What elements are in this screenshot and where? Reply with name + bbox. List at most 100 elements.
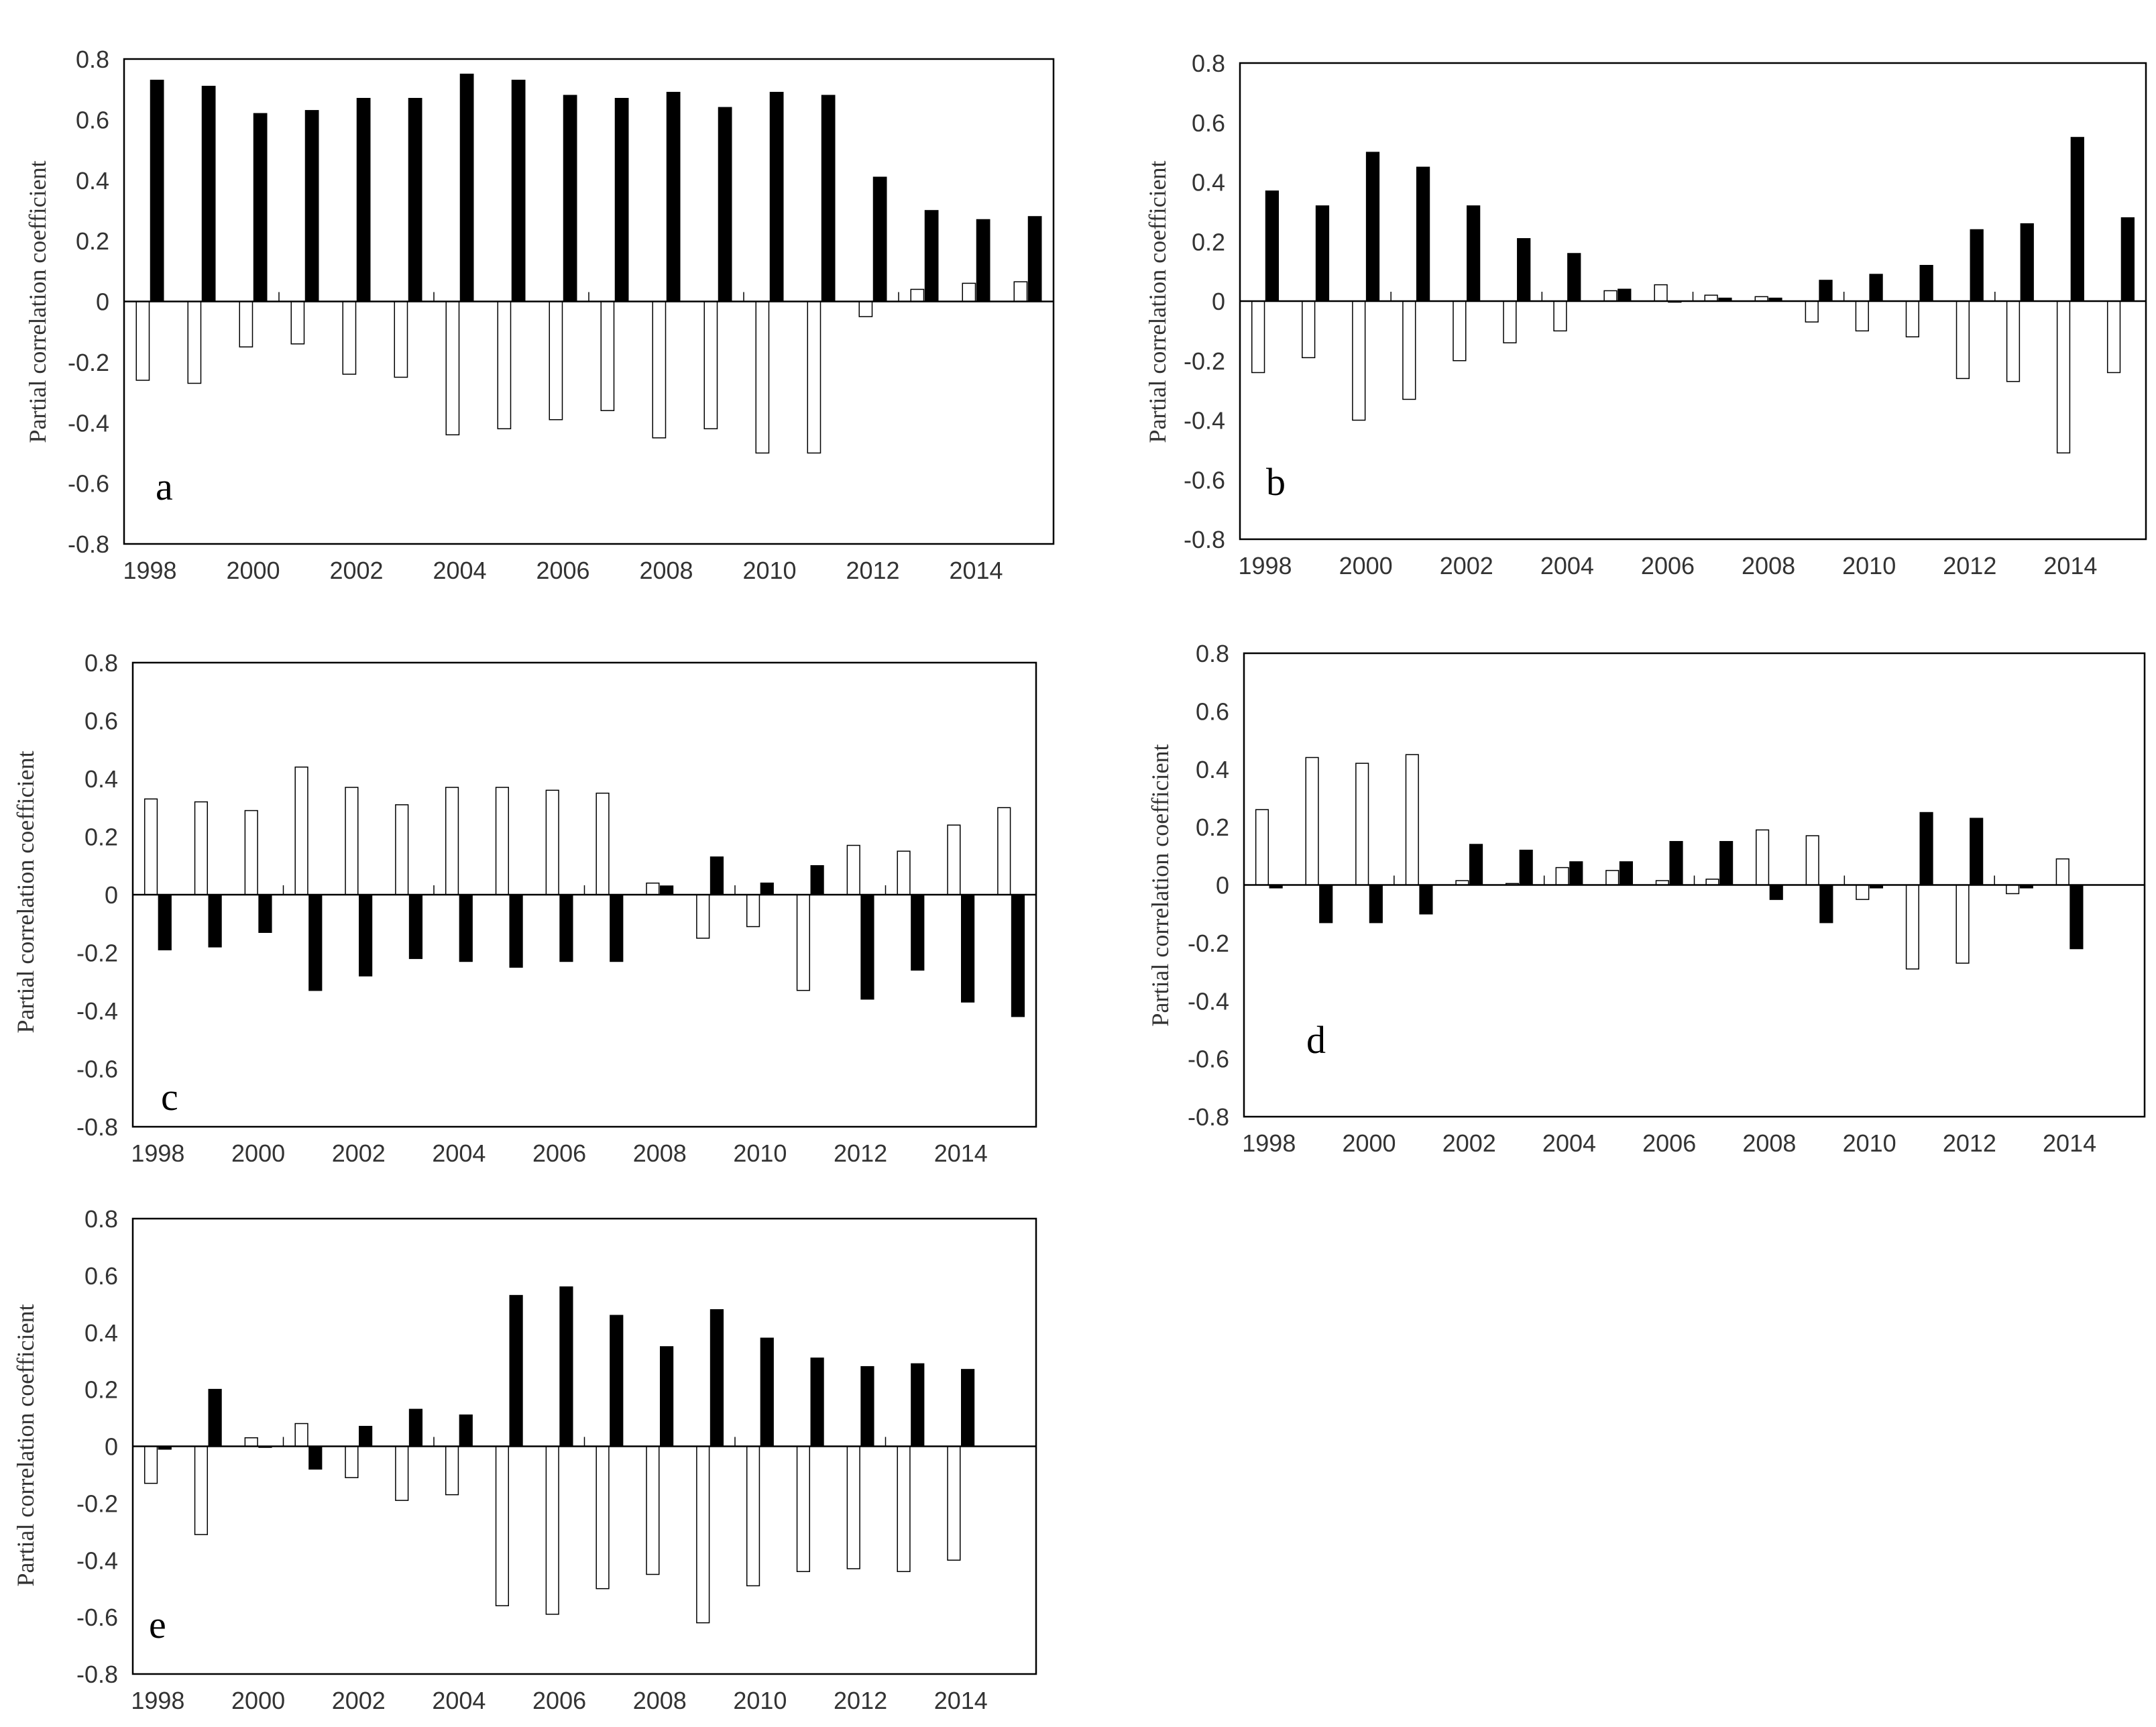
bar-series-1: [1905, 884, 1919, 970]
bar-series-1: [342, 300, 357, 375]
y-tick-label: 0: [105, 1433, 118, 1461]
y-tick-label: 0.4: [1196, 756, 1229, 783]
x-tick-label: 2006: [532, 1687, 586, 1714]
y-tick-label: 0.8: [84, 649, 118, 677]
x-tick-label: 2012: [1943, 552, 1996, 579]
bar-series-1: [1553, 300, 1567, 332]
bar-series-1: [997, 807, 1011, 895]
y-tick-label: 0.8: [84, 1205, 118, 1233]
bar-series-2: [2120, 217, 2135, 302]
bar-series-2: [1669, 840, 1683, 886]
bar-series-1: [595, 792, 610, 895]
x-tick-label: 1998: [123, 557, 176, 584]
bar-series-2: [1265, 190, 1280, 302]
bar-series-1: [2055, 858, 2069, 886]
x-tick-label: 2012: [834, 1139, 887, 1167]
x-tick-label: 2008: [633, 1687, 687, 1714]
bar-series-2: [563, 95, 577, 302]
bar-series-2: [1517, 238, 1531, 302]
x-tick-label: 2010: [742, 557, 796, 584]
bar-series-2: [1869, 274, 1883, 302]
y-tick-label: 0.4: [84, 765, 118, 793]
bar-series-1: [497, 300, 512, 430]
x-tick-label: 2008: [1742, 1129, 1796, 1157]
y-tick-label: -0.6: [1188, 1046, 1229, 1073]
x-tick-label: 2012: [846, 557, 899, 584]
x-tick-label: 2014: [934, 1687, 988, 1714]
bar-series-1: [1555, 867, 1569, 886]
bar-series-2: [1919, 812, 1933, 886]
y-tick-label: -0.2: [76, 1490, 118, 1517]
bar-series-2: [1027, 216, 1042, 302]
bar-series-1: [696, 894, 710, 939]
y-axis-title: Partial correlation coefficient: [12, 750, 39, 1033]
bar-series-1: [2056, 300, 2071, 454]
bar-series-2: [459, 1414, 473, 1447]
bar-series-1: [1251, 300, 1265, 374]
y-tick-label: 0.6: [84, 708, 118, 735]
bar-series-1: [549, 300, 563, 421]
bar-series-1: [290, 300, 305, 345]
x-tick-label: 2014: [934, 1139, 988, 1167]
bar-series-1: [1405, 754, 1419, 886]
bar-series-2: [1970, 229, 1984, 302]
x-tick-label: 2002: [1442, 1129, 1496, 1157]
bar-series-2: [860, 894, 874, 1000]
bar-series-1: [652, 300, 667, 439]
bar-series-2: [614, 97, 629, 302]
bar-series-1: [1352, 300, 1366, 421]
plot-frame: [123, 58, 1055, 545]
bar-series-2: [356, 97, 371, 302]
y-tick-label: -0.6: [68, 470, 109, 498]
bar-series-1: [294, 766, 308, 895]
bar-series-2: [1769, 884, 1783, 900]
bar-series-2: [359, 894, 373, 977]
bar-series-2: [509, 894, 523, 968]
bar-series-2: [924, 210, 939, 302]
y-tick-label: -0.2: [1188, 930, 1229, 957]
y-tick-label: -0.4: [68, 409, 109, 437]
bar-series-1: [187, 300, 202, 384]
bar-series-2: [1567, 253, 1581, 302]
bar-series-1: [807, 300, 821, 454]
bar-series-2: [760, 1337, 774, 1447]
bar-series-2: [1970, 818, 1984, 886]
bar-series-1: [194, 801, 208, 895]
bar-series-1: [1503, 300, 1517, 343]
bar-series-2: [559, 1286, 573, 1447]
bar-series-2: [1519, 849, 1533, 886]
bar-series-1: [144, 1445, 158, 1484]
y-tick-label: -0.2: [76, 940, 118, 967]
y-tick-label: 0.2: [84, 1376, 118, 1404]
bar-series-2: [1011, 894, 1025, 1017]
bar-series-2: [666, 91, 681, 302]
y-tick-label: -0.6: [76, 1056, 118, 1083]
bar-series-2: [1315, 205, 1330, 302]
bar-series-1: [1305, 757, 1319, 886]
bar-series-2: [1819, 280, 1833, 302]
bar-series-2: [961, 1369, 975, 1447]
bar-series-1: [545, 789, 559, 895]
bar-series-2: [872, 176, 887, 302]
bar-series-2: [1819, 884, 1833, 924]
bar-series-1: [1756, 829, 1770, 886]
bar-series-2: [2020, 223, 2034, 302]
plot-frame: [131, 661, 1037, 1128]
bar-series-1: [1402, 300, 1416, 400]
bar-series-1: [703, 300, 718, 430]
bar-series-2: [1619, 861, 1633, 886]
x-tick-label: 2010: [1842, 552, 1896, 579]
y-tick-label: -0.8: [1188, 1103, 1229, 1131]
bar-series-2: [150, 79, 164, 302]
panel-letter: e: [149, 1603, 166, 1647]
bar-series-2: [1469, 844, 1483, 886]
bar-series-2: [769, 91, 784, 302]
bar-series-2: [559, 894, 573, 962]
y-tick-label: -0.2: [68, 349, 109, 376]
y-tick-label: -0.8: [68, 531, 109, 558]
chart-panel-c: 0.8 0.6 0.4 0.2 0 -0.2 -0.4 -0.6 -0.8 Partial cor…: [12, 649, 1037, 1167]
x-tick-label: 2000: [231, 1687, 285, 1714]
y-tick-label: 0: [1216, 872, 1229, 899]
bar-series-1: [1955, 884, 1970, 964]
bar-series-2: [810, 1357, 824, 1447]
